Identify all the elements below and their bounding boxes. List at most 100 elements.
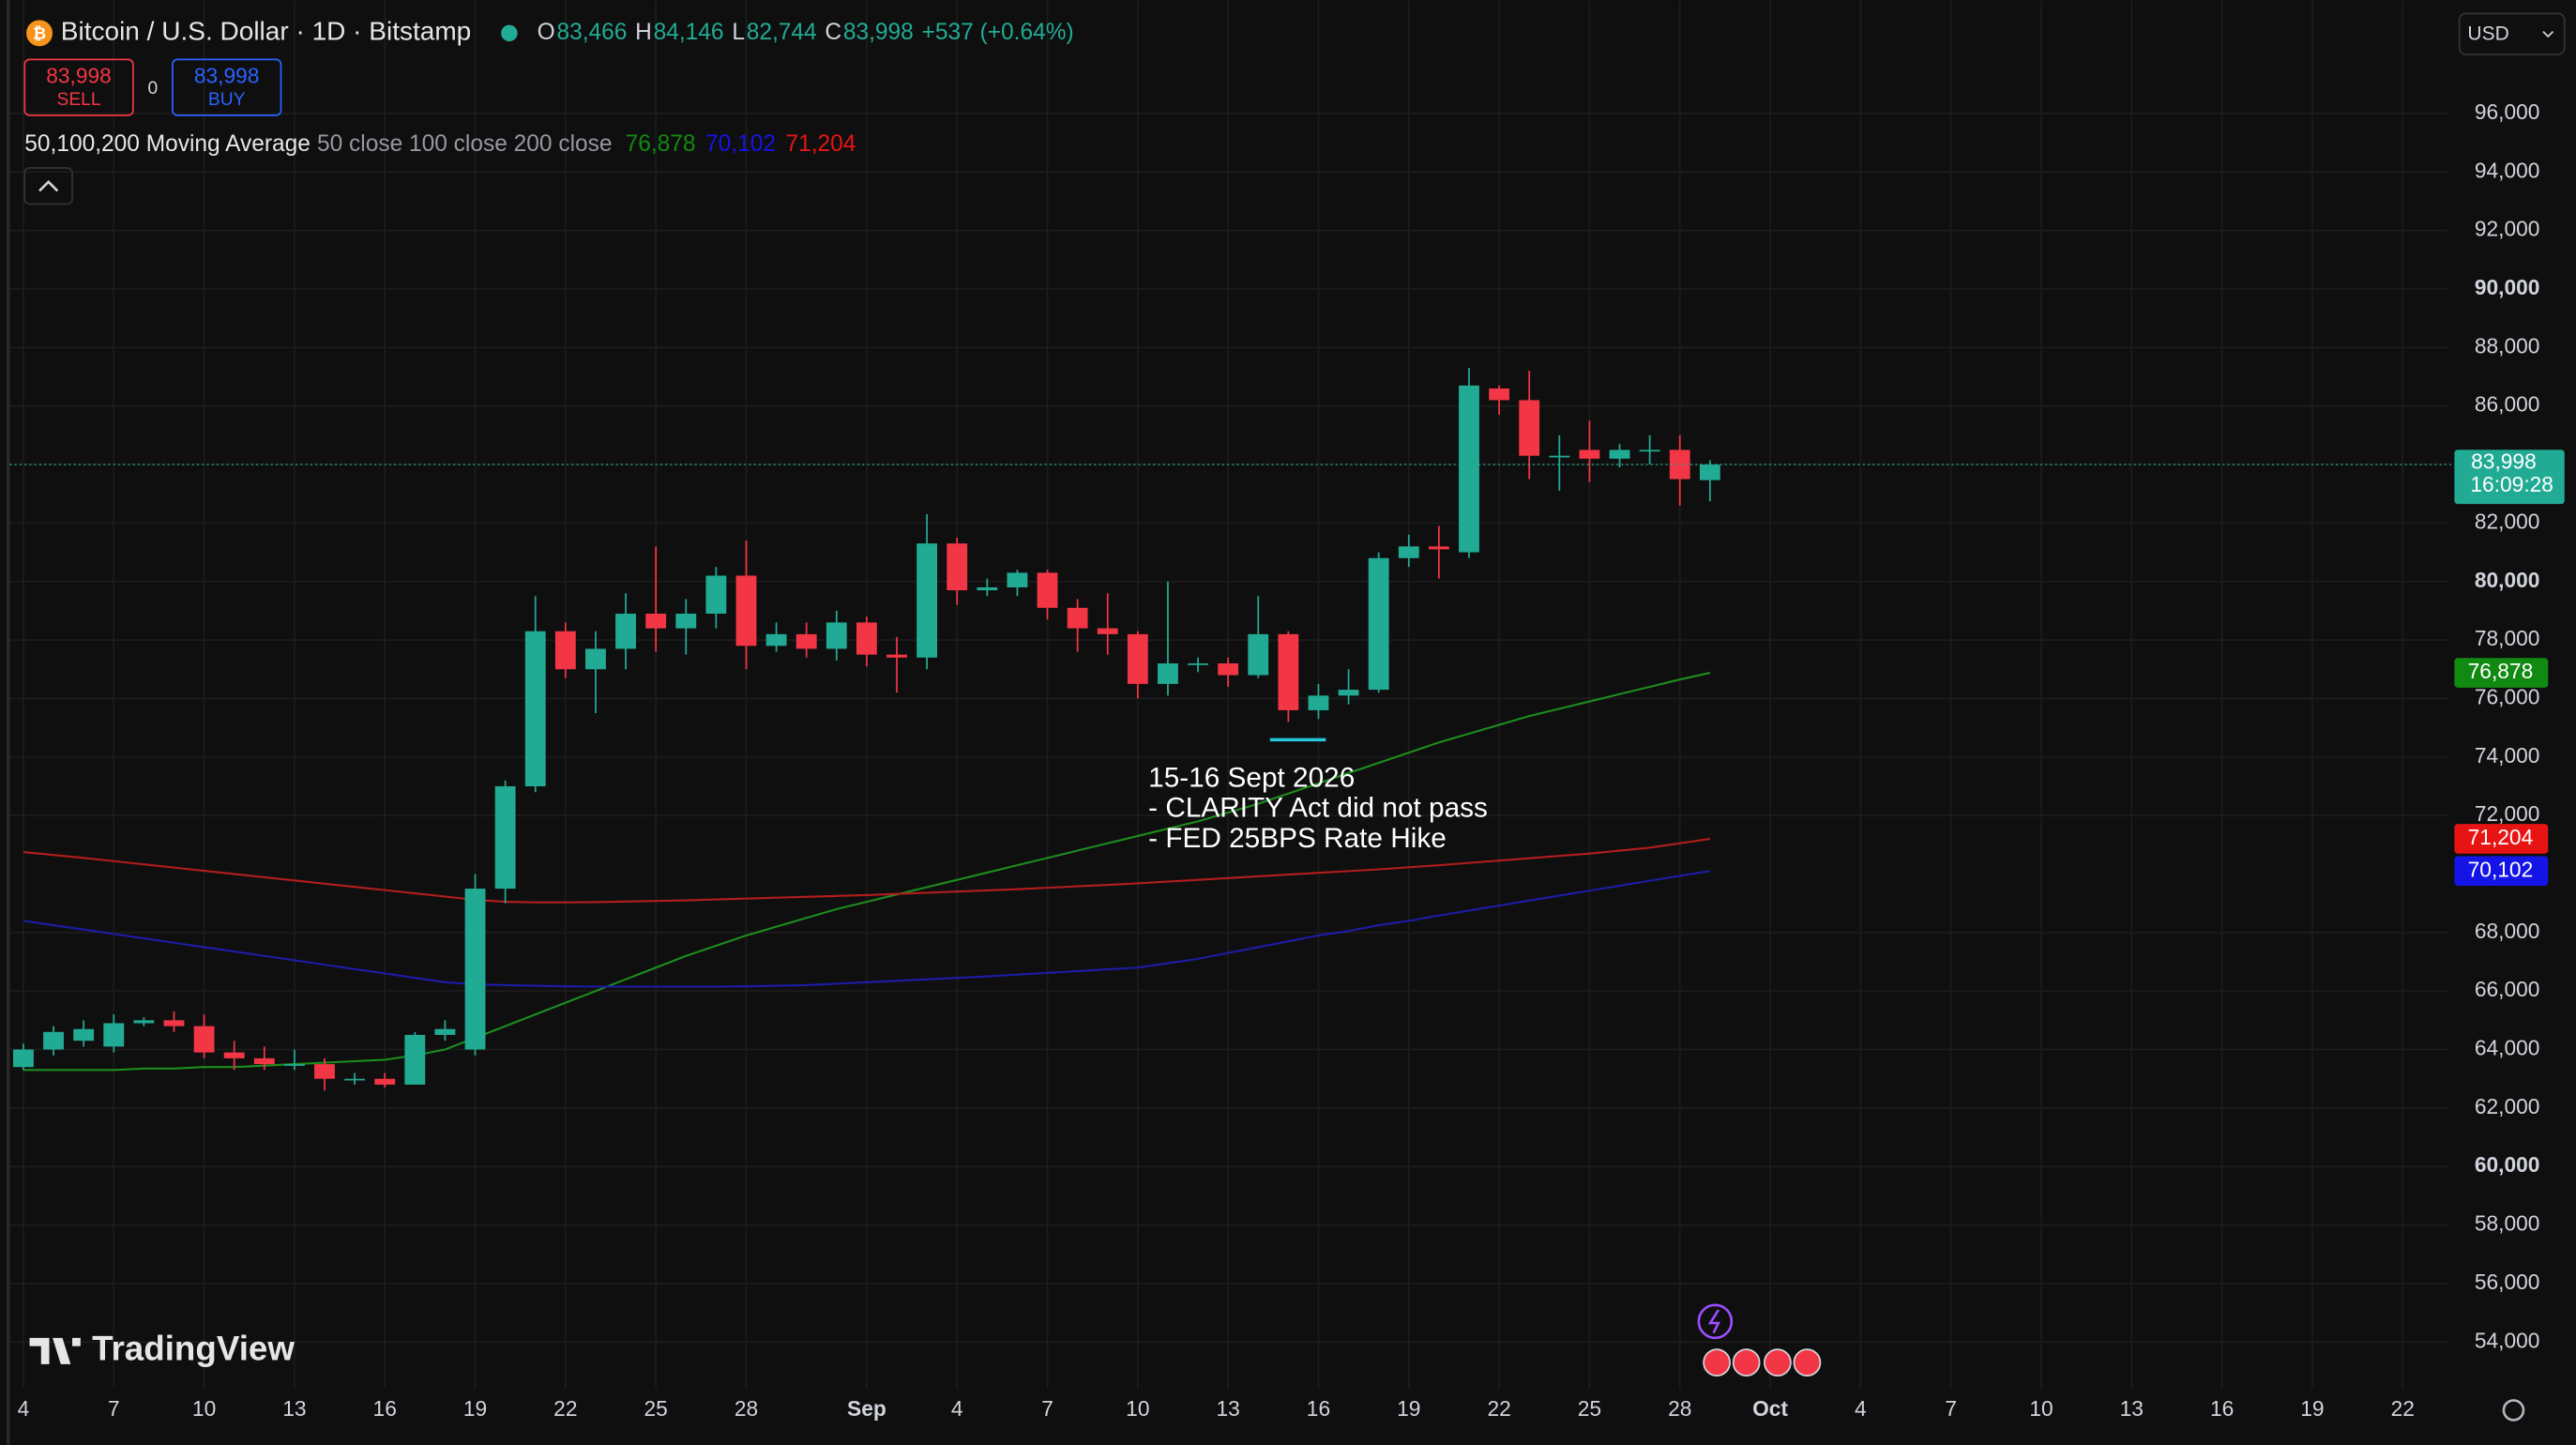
candle-body: [1699, 464, 1720, 480]
currency-button[interactable]: [2458, 12, 2566, 55]
candle-body: [1368, 557, 1389, 691]
sell-price[interactable]: 83,998: [46, 64, 112, 88]
y-tick-label: 64,000: [2475, 1036, 2540, 1060]
sell-button[interactable]: [23, 58, 134, 116]
ohlc-key: L: [732, 20, 745, 45]
coin-glyph: ₿: [33, 24, 46, 43]
x-tick-label: 25: [644, 1396, 668, 1421]
x-tick-label: 4: [951, 1396, 963, 1421]
candle-body: [1639, 449, 1660, 452]
us-flag[interactable]: [1763, 1348, 1792, 1377]
annotation-line: 15-16 Sept 2026: [1148, 762, 1355, 793]
y-tick-label: 90,000: [2475, 275, 2540, 299]
y-tick-label: 60,000: [2475, 1152, 2540, 1177]
indicator-name: 50,100,200 Moving Average: [24, 131, 311, 157]
us-flag[interactable]: [1732, 1348, 1761, 1377]
collapse-button[interactable]: [23, 167, 73, 205]
y-tick-label: 78,000: [2475, 626, 2540, 650]
settings-icon[interactable]: [2502, 1399, 2525, 1422]
ohlc-value: 82,744: [747, 20, 817, 45]
candle-body: [1609, 449, 1630, 459]
candle-body: [133, 1020, 155, 1024]
y-tick-label: 54,000: [2475, 1328, 2540, 1352]
ohlc-key: H: [635, 20, 652, 45]
candle-body: [1519, 400, 1540, 456]
candle-body: [1158, 663, 1178, 684]
candle-body: [856, 622, 877, 655]
candle-body: [765, 633, 787, 646]
y-tick-label: 82,000: [2475, 509, 2540, 533]
symbol: Bitcoin / U.S. Dollar · 1D · Bitstamp: [61, 17, 471, 46]
indicator-value: 70,102: [705, 131, 776, 157]
last-price-tag: [2454, 449, 2565, 505]
ohlc-value: 84,146: [654, 20, 724, 45]
x-tick-label: 7: [108, 1396, 120, 1421]
market-status: [501, 24, 518, 42]
logo-icon: [29, 1337, 81, 1364]
currency-caret[interactable]: [2542, 30, 2554, 38]
x-tick-label: 19: [463, 1396, 487, 1421]
y-tick-label: 94,000: [2475, 158, 2540, 182]
y-tick-label: 68,000: [2475, 919, 2540, 943]
candle-body: [223, 1052, 245, 1058]
candle-body: [705, 575, 727, 615]
grid: 54,000 56,000 58,000 60,000 62,000 64,000 66,0…: [9, 0, 2540, 1421]
collapse-icon[interactable]: [38, 179, 59, 192]
x-tick-label: 10: [2029, 1396, 2053, 1421]
y-tick-label: 76,000: [2475, 684, 2540, 708]
y-tick-label: 86,000: [2475, 392, 2540, 417]
currency[interactable]: USD: [2467, 23, 2508, 45]
candle-body: [1579, 449, 1600, 459]
candle-body: [193, 1026, 215, 1053]
candle-body: [374, 1078, 396, 1085]
y-tick-label: 88,000: [2475, 333, 2540, 357]
candle-body: [103, 1023, 125, 1047]
last-price-label: 83,998: [2471, 449, 2537, 473]
candle-body: [283, 1064, 305, 1066]
candle-body: [1549, 455, 1570, 458]
candle-body: [1248, 633, 1269, 676]
moving-average: [23, 870, 1710, 988]
candle-body: [1308, 695, 1329, 710]
x-tick-label: 22: [553, 1396, 577, 1421]
candle-body: [73, 1028, 95, 1042]
x-tick-label: 4: [18, 1396, 30, 1421]
candle-body: [675, 614, 697, 629]
event-bolt[interactable]: [1707, 1309, 1720, 1334]
sell-label[interactable]: SELL: [57, 90, 101, 110]
y-tick-label: 96,000: [2475, 99, 2540, 124]
candle-body: [826, 622, 847, 649]
buy-button[interactable]: [172, 58, 282, 116]
us-flag[interactable]: [1703, 1348, 1731, 1377]
header: ₿ Bitcoin / U.S. Dollar · 1D · Bitstamp …: [23, 12, 2566, 1422]
candle-body: [585, 648, 606, 670]
candle-body: [524, 631, 546, 786]
spread: 0: [148, 79, 159, 99]
candle-body: [1007, 572, 1028, 587]
ohlc-value: 83,998: [843, 20, 914, 45]
y-tick-label: 66,000: [2475, 977, 2540, 1001]
candle-body: [253, 1057, 275, 1065]
x-tick-label: 16: [2210, 1396, 2234, 1421]
candle-body: [615, 614, 636, 649]
candle-body: [1338, 690, 1359, 696]
buy-price[interactable]: 83,998: [194, 64, 260, 88]
candle-body: [1067, 607, 1088, 629]
x-tick-label: 7: [1041, 1396, 1053, 1421]
candle-body: [1489, 388, 1510, 401]
x-tick-label: 28: [735, 1396, 758, 1421]
event-icon[interactable]: [1697, 1303, 1734, 1340]
economic-events[interactable]: [1703, 1348, 1822, 1377]
candle-body: [1097, 628, 1118, 634]
candle-body: [977, 586, 998, 591]
x-tick-label: 13: [282, 1396, 306, 1421]
y-tick-label: 56,000: [2475, 1270, 2540, 1294]
x-tick-label: 25: [1578, 1396, 1601, 1421]
buy-label[interactable]: BUY: [208, 90, 246, 110]
x-tick-label: Sep: [847, 1396, 886, 1421]
ma-price-label: 70,102: [2468, 857, 2534, 881]
us-flag[interactable]: [1793, 1348, 1822, 1377]
candle-body: [1398, 546, 1419, 558]
x-tick-label: Oct: [1752, 1396, 1788, 1421]
